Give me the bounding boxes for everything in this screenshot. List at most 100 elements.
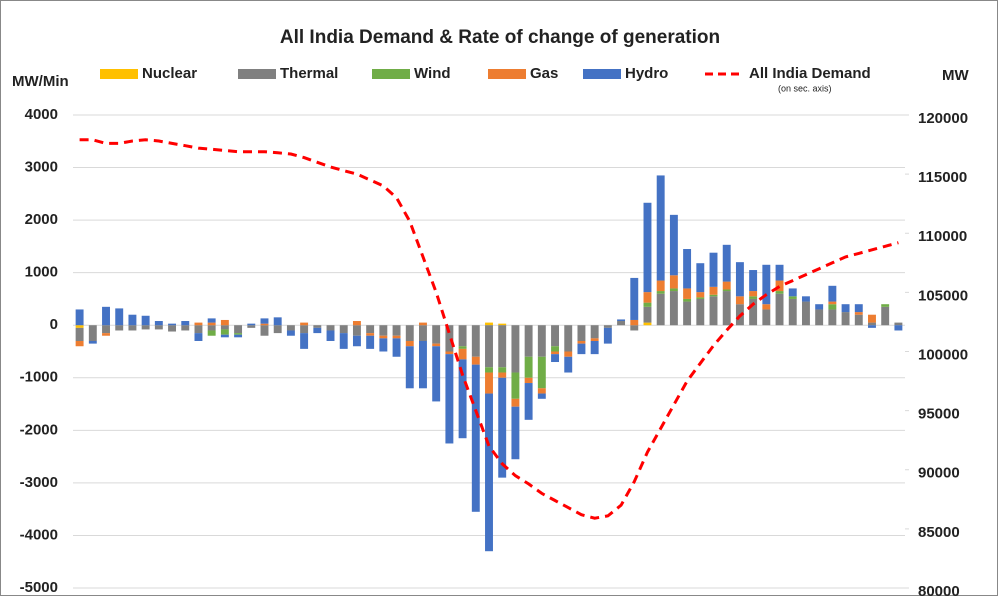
bar-segment (432, 346, 441, 402)
bar-segment (643, 302, 652, 307)
bar-segment (696, 298, 705, 326)
bar-segment (75, 325, 84, 328)
bar-segment (511, 406, 520, 460)
bar-segment (788, 296, 797, 299)
bar-segment (683, 288, 692, 299)
bar-segment (75, 309, 84, 326)
bar-segment (88, 340, 97, 344)
bar-segment (841, 312, 850, 326)
bar-segment (234, 325, 243, 334)
y-tick-label: 3000 (25, 159, 58, 176)
bar-segment (300, 333, 309, 349)
bar-segment (537, 325, 546, 357)
bar-segment (458, 348, 467, 360)
bar-segment (630, 277, 639, 320)
bar-segment (511, 398, 520, 407)
bar-segment (643, 322, 652, 326)
bar-segment (564, 351, 573, 357)
bar-segment (366, 325, 375, 334)
bar-segment (498, 372, 507, 378)
y-tick-label: 4000 (25, 106, 58, 123)
bar-segment (379, 335, 388, 339)
bar-segment (247, 323, 256, 326)
bar-segment (801, 296, 810, 302)
bar-segment (141, 315, 150, 326)
bar-segment (273, 317, 282, 326)
bar-segment (220, 319, 229, 326)
bar-segment (498, 377, 507, 478)
bar-segment (247, 325, 256, 328)
y2-tick-label: 80000 (918, 583, 960, 596)
bar-segment (194, 322, 203, 326)
legend-label: Wind (414, 65, 451, 82)
legend-label: Nuclear (142, 65, 197, 82)
bar-segment (630, 325, 639, 331)
legend-swatch (238, 69, 276, 79)
bar-segment (445, 325, 454, 352)
bar-segment (788, 298, 797, 326)
bar-segment (696, 263, 705, 293)
bar-segment (630, 319, 639, 326)
bar-segment (709, 252, 718, 287)
bar-segment (445, 351, 454, 355)
y-tick-label: -2000 (20, 421, 58, 438)
bar-segment (392, 335, 401, 339)
bar-segment (683, 298, 692, 302)
bar-segment (775, 264, 784, 281)
bar-segment (392, 325, 401, 336)
bar-segment (590, 325, 599, 339)
bar-segment (300, 322, 309, 326)
legend-swatch (583, 69, 621, 79)
bar-segment (828, 309, 837, 326)
bar-segment (656, 291, 665, 294)
bar-segment (762, 304, 771, 310)
bar-segment (207, 330, 216, 336)
y-tick-label: 0 (50, 316, 58, 333)
bar-segment (128, 325, 137, 331)
bar-segment (669, 214, 678, 276)
bar-segment (75, 327, 84, 341)
bar-segment (669, 275, 678, 289)
bar-segment (234, 334, 243, 338)
bar-segment (366, 335, 375, 349)
bar-segment (115, 308, 124, 326)
bar-segment (551, 325, 559, 347)
y2-axis-label: MW (942, 67, 969, 84)
bar-segment (709, 286, 718, 295)
bar-segment (577, 325, 586, 341)
legend-swatch (372, 69, 410, 79)
bar-segment (313, 327, 322, 334)
bar-segment (749, 298, 758, 326)
bar-segment (498, 367, 507, 373)
bar-segment (524, 325, 533, 357)
y2-tick-label: 100000 (918, 346, 968, 363)
bar-segment (458, 359, 467, 439)
bar-segment (207, 322, 216, 326)
bar-segment (524, 356, 533, 378)
bar-segment (881, 306, 890, 326)
legend-label: Hydro (625, 65, 668, 82)
bar-segment (854, 312, 863, 315)
bar-segment (445, 354, 454, 444)
bar-segment (749, 291, 758, 297)
bar-segment (379, 338, 388, 352)
bar-segment (709, 294, 718, 297)
bar-segment (643, 202, 652, 293)
y2-tick-label: 110000 (918, 228, 967, 245)
bar-segment (603, 327, 612, 344)
y-axis-label: MW/Min (12, 73, 69, 90)
bar-segment (828, 285, 837, 302)
demand-line (79, 138, 899, 520)
bar-segment (405, 340, 414, 347)
y2-tick-label: 90000 (918, 465, 960, 482)
bar-segment (669, 291, 678, 326)
legend-label: Thermal (280, 65, 338, 82)
bar-segment (551, 354, 559, 363)
bar-segment (590, 338, 599, 341)
bar-segment (154, 325, 163, 330)
bar-segment (735, 262, 744, 297)
bar-segment (709, 296, 718, 326)
bar-segment (498, 325, 507, 368)
legend-swatch (100, 69, 138, 79)
bar-segment (458, 346, 467, 349)
